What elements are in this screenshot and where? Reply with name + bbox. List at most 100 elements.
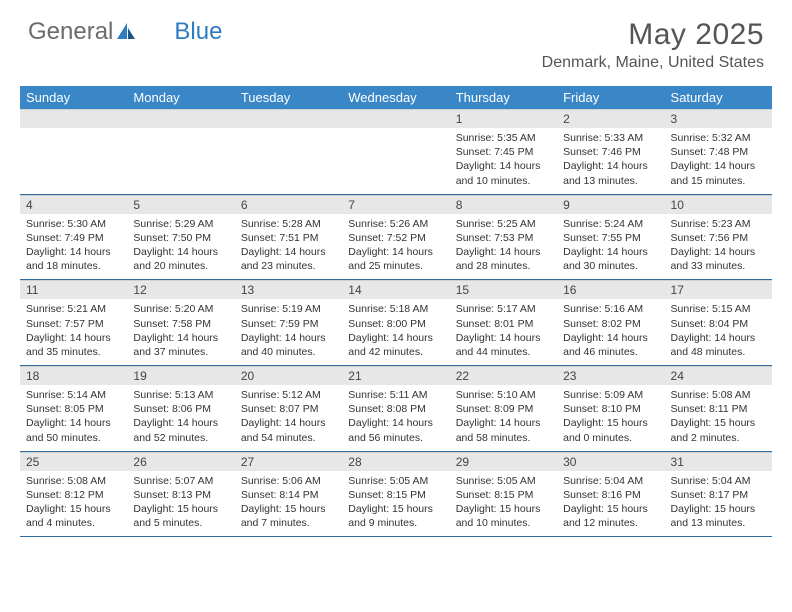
sunset-line: Sunset: 8:16 PM [563, 488, 658, 502]
calendar-day-cell [235, 109, 342, 194]
day-number: 1 [450, 109, 557, 128]
daylight-line: Daylight: 14 hours and 18 minutes. [26, 245, 121, 273]
sunset-line: Sunset: 7:46 PM [563, 145, 658, 159]
day-body: Sunrise: 5:10 AMSunset: 8:09 PMDaylight:… [450, 385, 557, 451]
day-number [127, 109, 234, 128]
day-body: Sunrise: 5:29 AMSunset: 7:50 PMDaylight:… [127, 214, 234, 280]
brand-part1: General [28, 18, 113, 46]
sunrise-line: Sunrise: 5:29 AM [133, 217, 228, 231]
day-body: Sunrise: 5:05 AMSunset: 8:15 PMDaylight:… [342, 471, 449, 537]
day-number: 30 [557, 452, 664, 471]
weekday-header: Thursday [450, 86, 557, 109]
sunrise-line: Sunrise: 5:05 AM [348, 474, 443, 488]
day-body: Sunrise: 5:19 AMSunset: 7:59 PMDaylight:… [235, 299, 342, 365]
day-body [127, 128, 234, 184]
sunset-line: Sunset: 7:51 PM [241, 231, 336, 245]
day-number: 14 [342, 280, 449, 299]
sunset-line: Sunset: 8:08 PM [348, 402, 443, 416]
sunset-line: Sunset: 8:15 PM [456, 488, 551, 502]
daylight-line: Daylight: 15 hours and 0 minutes. [563, 416, 658, 444]
sunrise-line: Sunrise: 5:16 AM [563, 302, 658, 316]
day-body: Sunrise: 5:13 AMSunset: 8:06 PMDaylight:… [127, 385, 234, 451]
sunset-line: Sunset: 8:06 PM [133, 402, 228, 416]
calendar-week-row: 18Sunrise: 5:14 AMSunset: 8:05 PMDayligh… [20, 366, 772, 452]
daylight-line: Daylight: 14 hours and 50 minutes. [26, 416, 121, 444]
day-body: Sunrise: 5:24 AMSunset: 7:55 PMDaylight:… [557, 214, 664, 280]
day-number: 18 [20, 366, 127, 385]
day-body: Sunrise: 5:35 AMSunset: 7:45 PMDaylight:… [450, 128, 557, 194]
brand-part2: Blue [174, 18, 222, 46]
day-body: Sunrise: 5:30 AMSunset: 7:49 PMDaylight:… [20, 214, 127, 280]
daylight-line: Daylight: 14 hours and 54 minutes. [241, 416, 336, 444]
sunrise-line: Sunrise: 5:07 AM [133, 474, 228, 488]
calendar-day-cell: 4Sunrise: 5:30 AMSunset: 7:49 PMDaylight… [20, 194, 127, 280]
daylight-line: Daylight: 14 hours and 15 minutes. [671, 159, 766, 187]
sunset-line: Sunset: 8:01 PM [456, 317, 551, 331]
sunset-line: Sunset: 7:59 PM [241, 317, 336, 331]
day-number [235, 109, 342, 128]
brand-logo: General Blue [28, 18, 222, 46]
day-body: Sunrise: 5:05 AMSunset: 8:15 PMDaylight:… [450, 471, 557, 537]
calendar-day-cell: 16Sunrise: 5:16 AMSunset: 8:02 PMDayligh… [557, 280, 664, 366]
day-body [235, 128, 342, 184]
weekday-header-row: SundayMondayTuesdayWednesdayThursdayFrid… [20, 86, 772, 109]
calendar-day-cell: 15Sunrise: 5:17 AMSunset: 8:01 PMDayligh… [450, 280, 557, 366]
daylight-line: Daylight: 15 hours and 5 minutes. [133, 502, 228, 530]
sunset-line: Sunset: 7:52 PM [348, 231, 443, 245]
sunset-line: Sunset: 8:04 PM [671, 317, 766, 331]
sunset-line: Sunset: 8:10 PM [563, 402, 658, 416]
day-body: Sunrise: 5:26 AMSunset: 7:52 PMDaylight:… [342, 214, 449, 280]
day-number: 12 [127, 280, 234, 299]
sunset-line: Sunset: 8:07 PM [241, 402, 336, 416]
daylight-line: Daylight: 14 hours and 10 minutes. [456, 159, 551, 187]
calendar-week-row: 11Sunrise: 5:21 AMSunset: 7:57 PMDayligh… [20, 280, 772, 366]
day-body [20, 128, 127, 184]
location: Denmark, Maine, United States [542, 54, 764, 72]
sunrise-line: Sunrise: 5:04 AM [671, 474, 766, 488]
sunset-line: Sunset: 8:17 PM [671, 488, 766, 502]
day-number: 29 [450, 452, 557, 471]
calendar-week-row: 25Sunrise: 5:08 AMSunset: 8:12 PMDayligh… [20, 451, 772, 537]
sail-icon [116, 22, 136, 40]
calendar-day-cell: 10Sunrise: 5:23 AMSunset: 7:56 PMDayligh… [665, 194, 772, 280]
day-number: 31 [665, 452, 772, 471]
day-body: Sunrise: 5:09 AMSunset: 8:10 PMDaylight:… [557, 385, 664, 451]
day-body: Sunrise: 5:15 AMSunset: 8:04 PMDaylight:… [665, 299, 772, 365]
sunrise-line: Sunrise: 5:24 AM [563, 217, 658, 231]
day-number: 27 [235, 452, 342, 471]
sunset-line: Sunset: 8:02 PM [563, 317, 658, 331]
weekday-header: Wednesday [342, 86, 449, 109]
calendar-day-cell: 6Sunrise: 5:28 AMSunset: 7:51 PMDaylight… [235, 194, 342, 280]
sunset-line: Sunset: 7:56 PM [671, 231, 766, 245]
sunrise-line: Sunrise: 5:09 AM [563, 388, 658, 402]
sunset-line: Sunset: 8:12 PM [26, 488, 121, 502]
day-number: 28 [342, 452, 449, 471]
calendar-day-cell: 2Sunrise: 5:33 AMSunset: 7:46 PMDaylight… [557, 109, 664, 194]
sunrise-line: Sunrise: 5:33 AM [563, 131, 658, 145]
sunrise-line: Sunrise: 5:17 AM [456, 302, 551, 316]
sunrise-line: Sunrise: 5:15 AM [671, 302, 766, 316]
calendar-day-cell: 7Sunrise: 5:26 AMSunset: 7:52 PMDaylight… [342, 194, 449, 280]
daylight-line: Daylight: 14 hours and 40 minutes. [241, 331, 336, 359]
sunrise-line: Sunrise: 5:30 AM [26, 217, 121, 231]
title-block: May 2025 Denmark, Maine, United States [542, 18, 764, 72]
daylight-line: Daylight: 15 hours and 7 minutes. [241, 502, 336, 530]
day-body: Sunrise: 5:16 AMSunset: 8:02 PMDaylight:… [557, 299, 664, 365]
calendar-day-cell: 31Sunrise: 5:04 AMSunset: 8:17 PMDayligh… [665, 451, 772, 537]
weekday-header: Tuesday [235, 86, 342, 109]
day-body: Sunrise: 5:06 AMSunset: 8:14 PMDaylight:… [235, 471, 342, 537]
sunrise-line: Sunrise: 5:06 AM [241, 474, 336, 488]
day-number: 19 [127, 366, 234, 385]
calendar-day-cell: 25Sunrise: 5:08 AMSunset: 8:12 PMDayligh… [20, 451, 127, 537]
sunset-line: Sunset: 7:57 PM [26, 317, 121, 331]
day-body: Sunrise: 5:17 AMSunset: 8:01 PMDaylight:… [450, 299, 557, 365]
calendar-day-cell: 24Sunrise: 5:08 AMSunset: 8:11 PMDayligh… [665, 366, 772, 452]
daylight-line: Daylight: 14 hours and 48 minutes. [671, 331, 766, 359]
header: General Blue May 2025 Denmark, Maine, Un… [0, 0, 792, 80]
day-number: 10 [665, 195, 772, 214]
sunset-line: Sunset: 8:15 PM [348, 488, 443, 502]
sunset-line: Sunset: 7:49 PM [26, 231, 121, 245]
sunrise-line: Sunrise: 5:04 AM [563, 474, 658, 488]
day-body: Sunrise: 5:11 AMSunset: 8:08 PMDaylight:… [342, 385, 449, 451]
calendar-day-cell: 3Sunrise: 5:32 AMSunset: 7:48 PMDaylight… [665, 109, 772, 194]
